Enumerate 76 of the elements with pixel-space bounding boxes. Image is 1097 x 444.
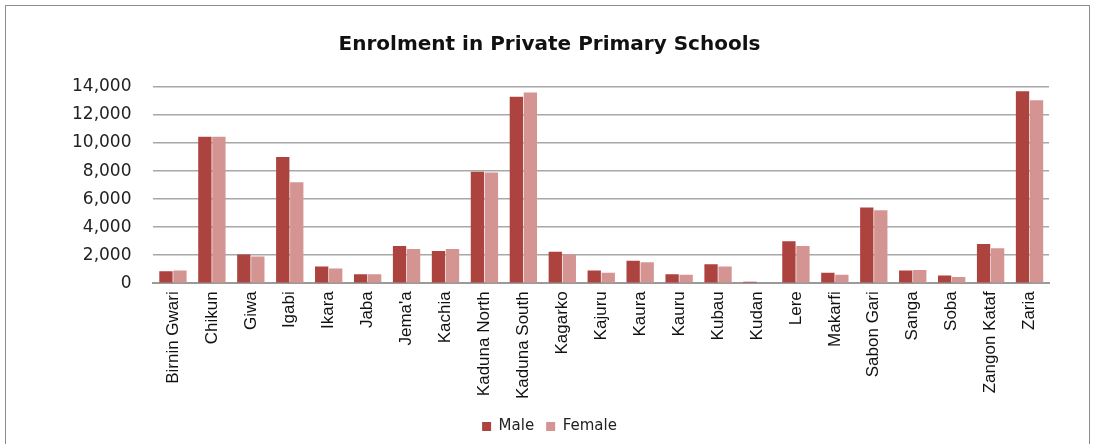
bar (679, 274, 693, 283)
bar (173, 270, 187, 283)
bar (509, 96, 524, 283)
x-tick-label: Makarfi (824, 291, 844, 347)
x-tick-label: Kajuru (590, 291, 610, 341)
x-tick-label: Kagarko (551, 291, 571, 355)
y-tick-label: 6,000 (82, 187, 132, 208)
bar (640, 262, 654, 283)
bar (821, 272, 835, 283)
bar (860, 207, 874, 283)
x-tick-label: Kaduna South (513, 291, 533, 399)
bar (276, 157, 290, 283)
x-tick-label: Chikun (201, 291, 221, 345)
y-tick-label: 10,000 (72, 131, 132, 152)
x-tick-label: Birnin Gwari (162, 291, 182, 384)
y-tick-label: 12,000 (72, 103, 132, 124)
x-tick-label: Sanga (902, 290, 922, 341)
bar (874, 210, 888, 283)
y-tick-label: 0 (120, 271, 132, 292)
y-tick-label: 4,000 (82, 215, 132, 236)
bar (587, 270, 601, 283)
x-tick-label: Kaura (629, 290, 649, 337)
x-tick-label: Giwa (240, 290, 260, 330)
x-tick-label: Kachia (435, 290, 455, 344)
bar (976, 243, 991, 283)
x-tick-label: Kudan (746, 291, 766, 341)
bar (913, 269, 927, 283)
y-tick-label: 14,000 (72, 75, 132, 96)
bar (899, 270, 913, 283)
x-tick-label: Sabon Gari (863, 291, 883, 378)
x-tick-label: Kauru (668, 291, 688, 337)
bar (1015, 91, 1030, 283)
bar (315, 266, 329, 283)
bar (237, 254, 251, 283)
bar (990, 248, 1005, 283)
bar (329, 268, 343, 283)
bar (835, 274, 849, 283)
x-tick-label: Soba (941, 290, 961, 331)
bar (290, 182, 304, 283)
bar (367, 274, 382, 283)
bar (198, 136, 212, 283)
bar (445, 248, 460, 283)
bar (601, 272, 615, 283)
x-tick-label: Ikara (318, 290, 338, 330)
bar (484, 172, 499, 283)
x-tick-label: Lere (785, 291, 805, 326)
x-tick-label: Kaduna North (474, 291, 494, 397)
chart-title: Enrolment in Private Primary Schools (338, 31, 761, 56)
bar (704, 264, 718, 283)
bar (353, 274, 368, 283)
bar (796, 246, 810, 283)
y-tick-label: 2,000 (82, 243, 132, 264)
x-tick-label: Kubau (707, 291, 727, 341)
bar (626, 260, 640, 283)
y-tick-label: 8,000 (82, 159, 132, 180)
legend-label: Female (562, 416, 617, 435)
x-tick-label: Zaria (1019, 290, 1039, 330)
bar (470, 171, 485, 283)
x-tick-label: Jaba (357, 290, 377, 329)
legend-label: Male (498, 416, 535, 435)
bar (431, 251, 446, 283)
bar (1029, 100, 1044, 283)
bar (718, 266, 732, 283)
bar (548, 251, 562, 283)
bar (159, 271, 173, 283)
bar (406, 248, 421, 283)
bar (523, 92, 538, 283)
bar (562, 254, 576, 283)
x-tick-label: Jema'a (396, 290, 416, 346)
bar (782, 241, 796, 283)
bar (392, 246, 407, 283)
bar (212, 136, 226, 283)
bar (665, 274, 679, 283)
x-tick-label: Igabi (279, 291, 299, 329)
bar (251, 256, 265, 283)
x-tick-label: Zangon Kataf (980, 290, 1000, 394)
